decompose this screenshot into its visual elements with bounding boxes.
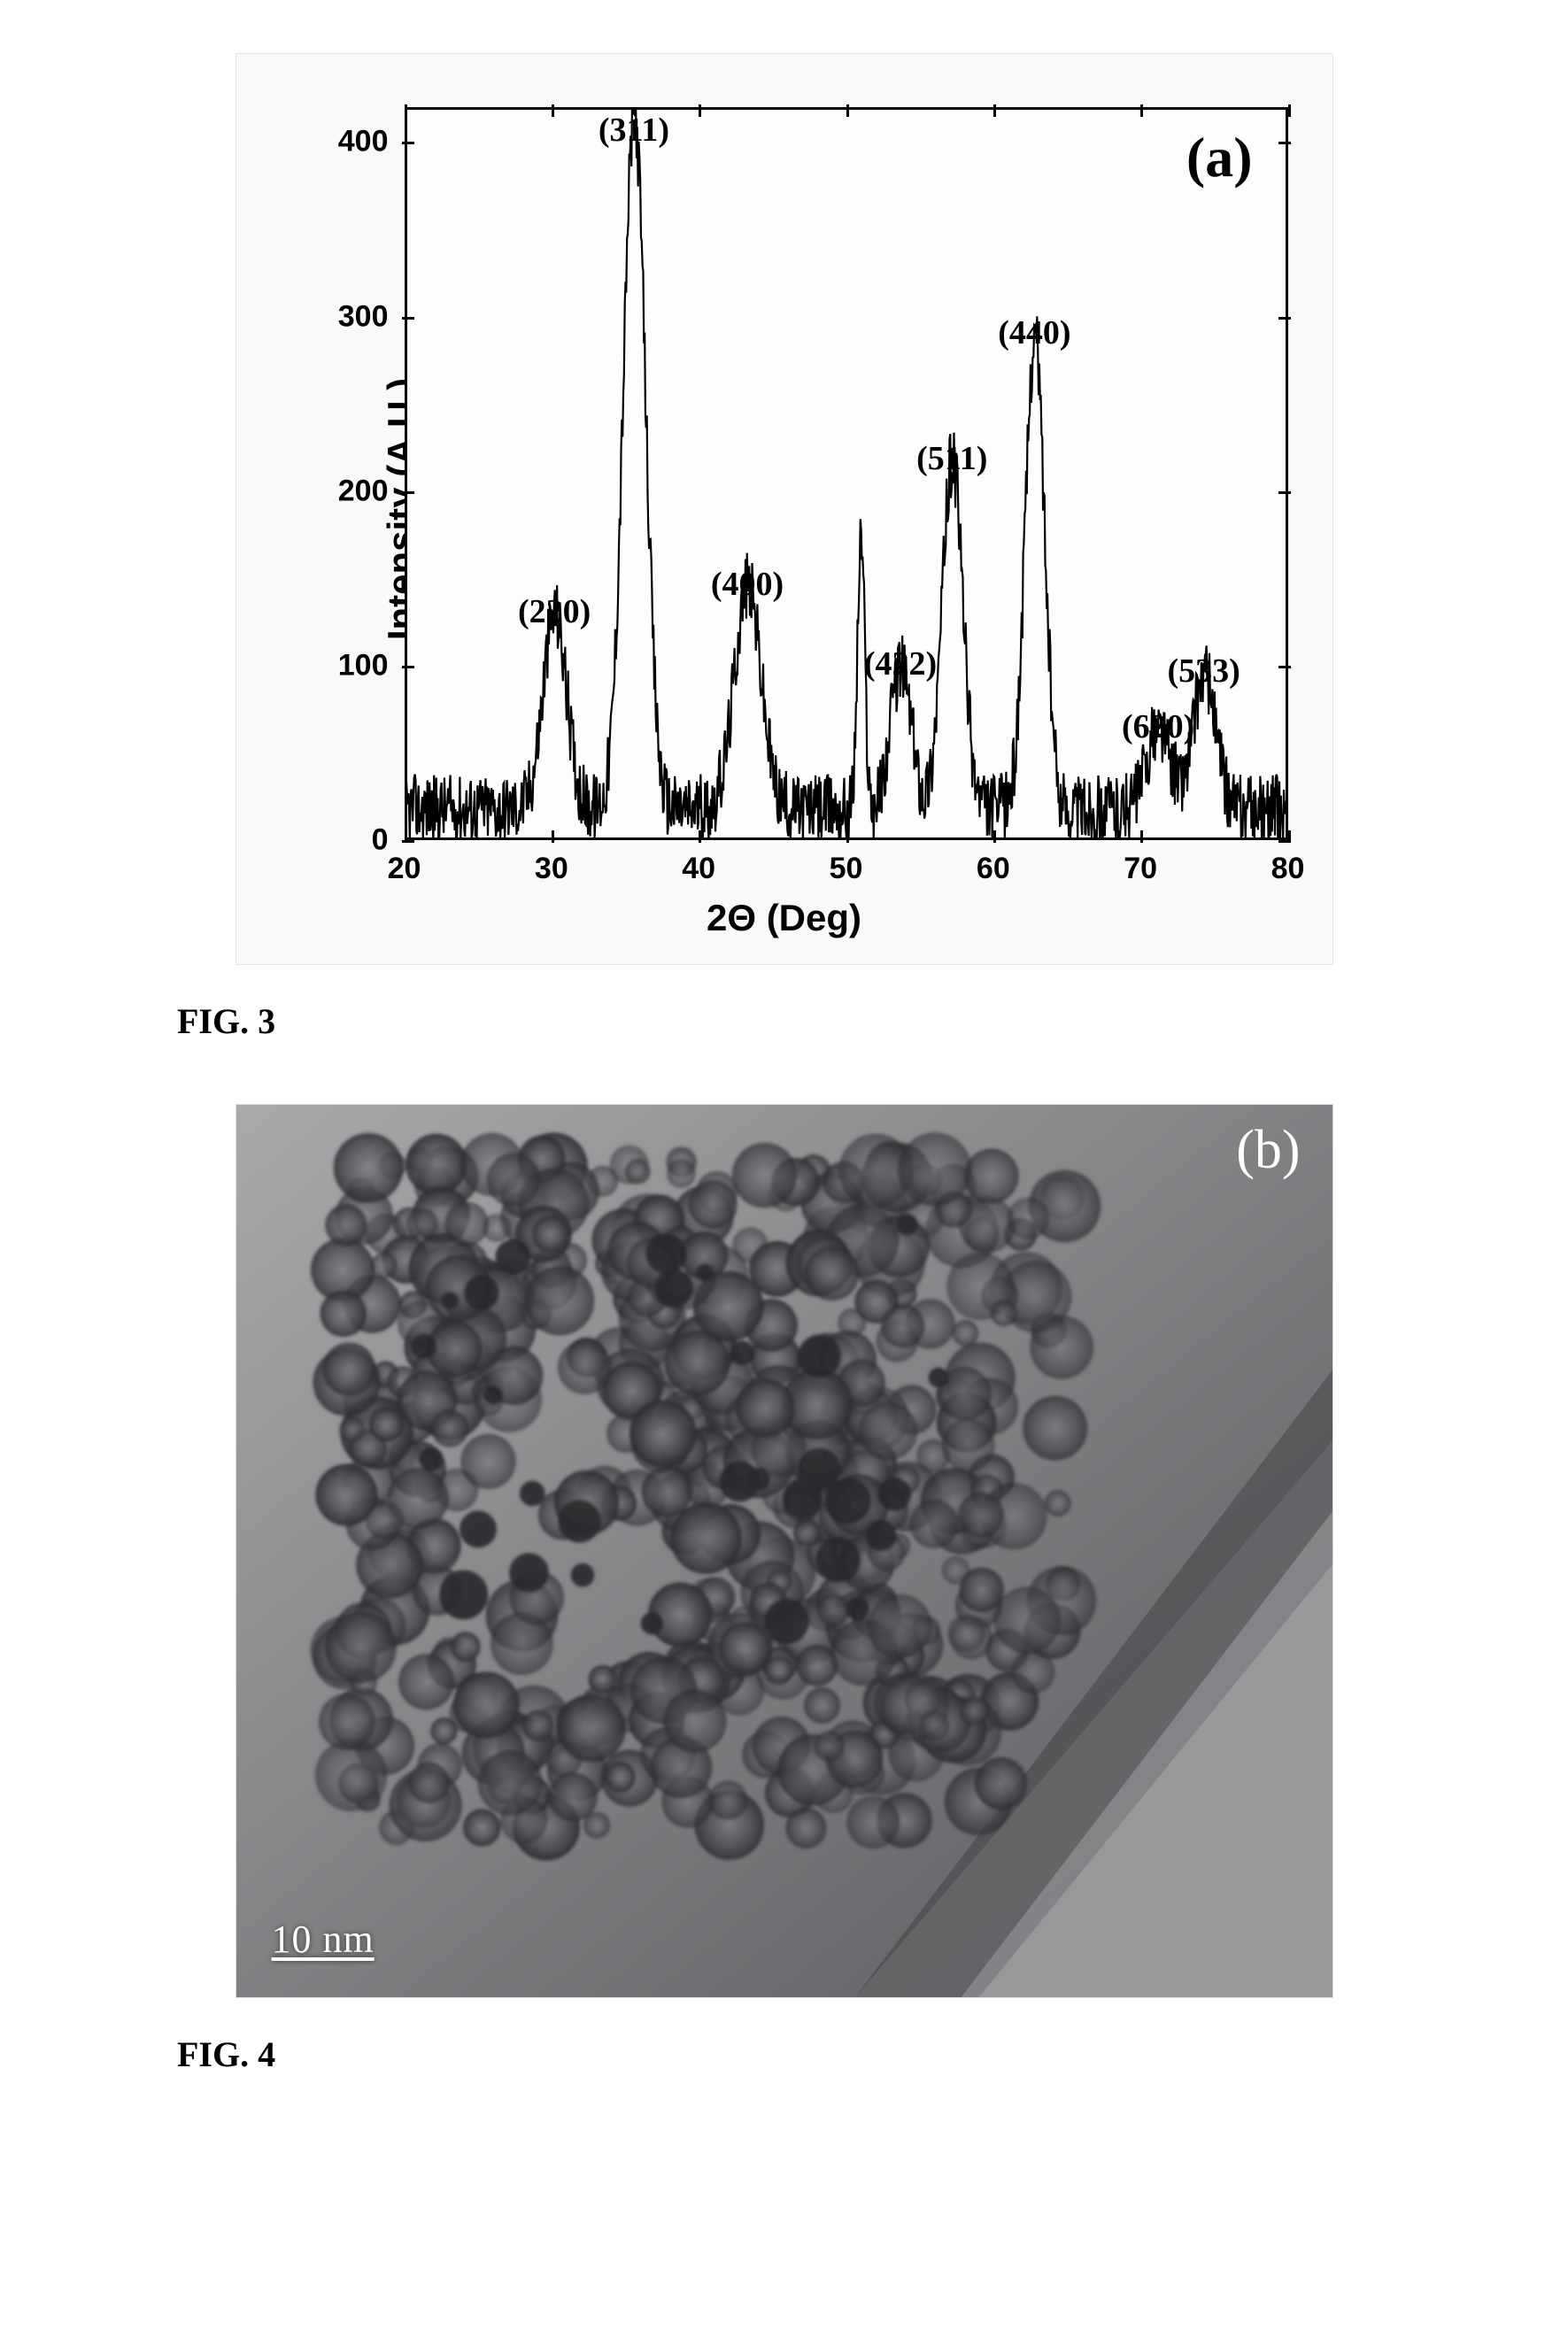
xtick-label: 70 — [1124, 852, 1157, 886]
ytick-label: 400 — [338, 125, 389, 159]
peak-label: (511) — [916, 439, 987, 478]
plot-area: (a) 203040506070800100200300400(220)(311… — [405, 107, 1288, 840]
xrd-chart: Intensity (A.U.) 2Θ (Deg) (a) 2030405060… — [236, 53, 1333, 965]
tem-svg — [236, 1105, 1332, 1997]
peak-label: (400) — [711, 565, 784, 604]
ytick-label: 300 — [338, 299, 389, 334]
peak-label: (220) — [518, 592, 591, 631]
ytick-label: 100 — [338, 648, 389, 683]
xtick-label: 20 — [388, 852, 421, 886]
scale-bar: 10 nm — [272, 1917, 375, 1962]
peak-label: (422) — [864, 644, 937, 683]
figure-3-block: Intensity (A.U.) 2Θ (Deg) (a) 2030405060… — [177, 53, 1391, 1042]
tem-image: (b) 10 nm — [236, 1104, 1333, 1998]
peak-label: (311) — [599, 111, 669, 150]
fig4-caption: FIG. 4 — [177, 2033, 1391, 2075]
x-axis-label: 2Θ (Deg) — [707, 897, 861, 939]
panel-letter-a: (a) — [1186, 125, 1253, 190]
xtick-label: 40 — [682, 852, 715, 886]
peak-label: (620) — [1122, 707, 1194, 746]
peak-label: (440) — [998, 313, 1070, 352]
panel-letter-b: (b) — [1236, 1119, 1300, 1182]
ytick-label: 0 — [372, 823, 389, 858]
peak-label: (533) — [1168, 652, 1240, 691]
xtick-label: 60 — [977, 852, 1010, 886]
xtick-label: 50 — [830, 852, 863, 886]
ytick-label: 200 — [338, 474, 389, 508]
xtick-label: 30 — [535, 852, 568, 886]
figure-4-block: (b) 10 nm FIG. 4 — [177, 1104, 1391, 2075]
xtick-label: 80 — [1271, 852, 1305, 886]
scale-bar-text: 10 nm — [272, 1917, 375, 1962]
fig3-caption: FIG. 3 — [177, 1000, 1391, 1042]
